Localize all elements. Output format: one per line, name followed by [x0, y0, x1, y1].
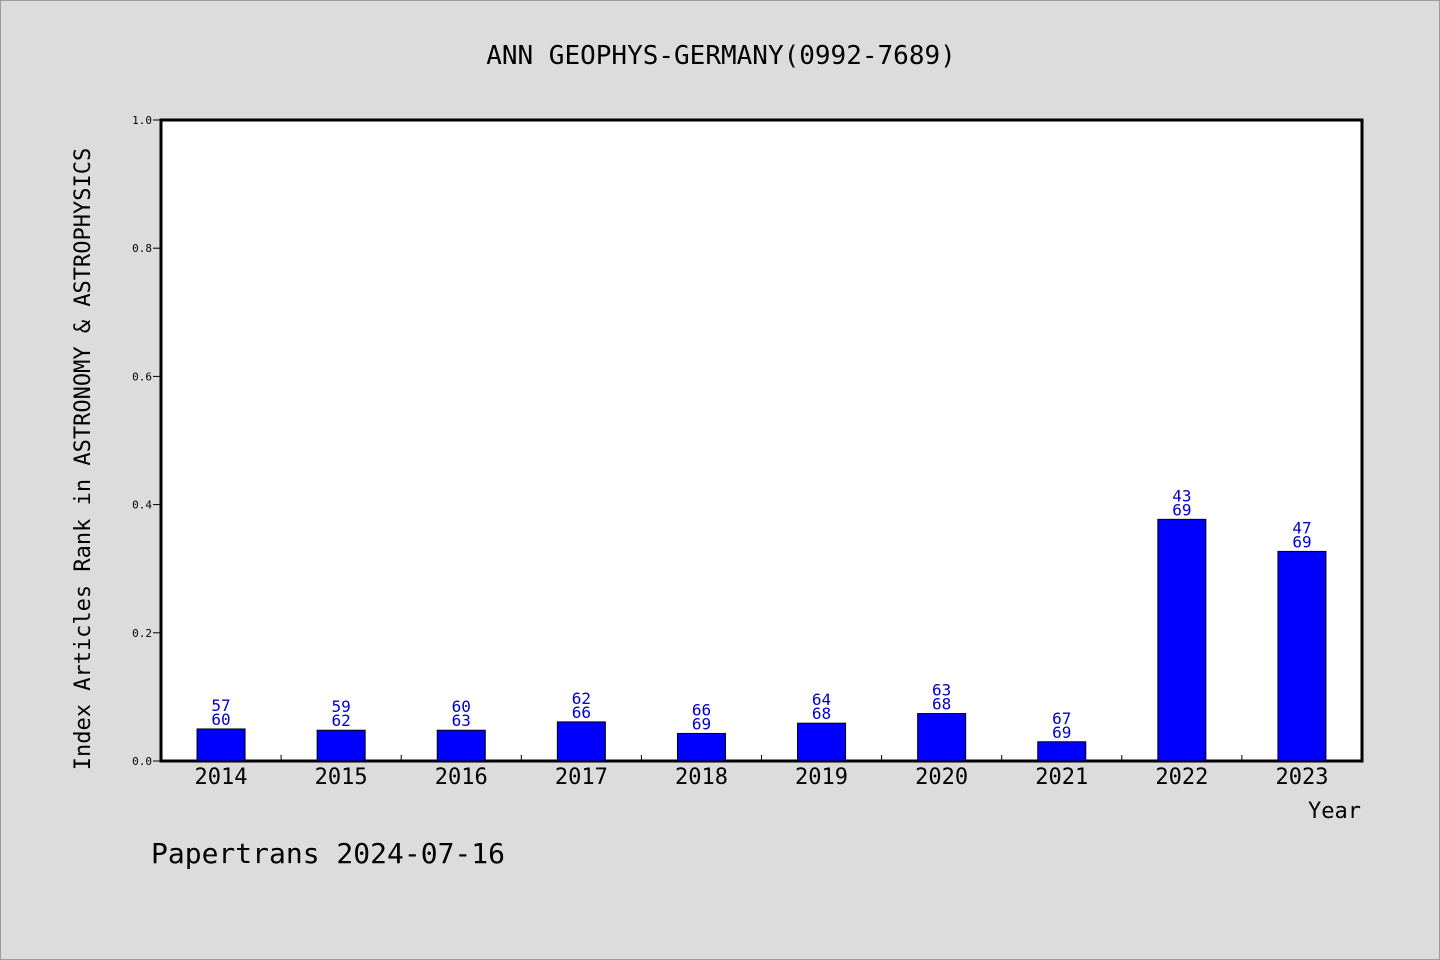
- bar-total-label: 69: [1292, 532, 1311, 551]
- bar-2017: [556, 721, 606, 762]
- bar-total-label: 62: [332, 711, 351, 730]
- bar-rank-label: 59: [332, 697, 351, 716]
- bar-rank-label: 62: [572, 689, 591, 708]
- x-tick-label: 2021: [1035, 765, 1088, 790]
- bar-2014: [196, 728, 246, 762]
- y-tick-label: 0.4: [132, 499, 152, 512]
- y-tick-label: 0.2: [132, 627, 152, 640]
- y-tick-label: 0.0: [132, 755, 152, 768]
- bar-rank-label: 67: [1052, 709, 1071, 728]
- bar-2021: [1037, 741, 1087, 762]
- x-tick-label: 2018: [675, 765, 728, 790]
- bar-rank-label: 64: [812, 690, 831, 709]
- y-tick-label: 0.8: [132, 242, 152, 255]
- bar-rank-label: 43: [1172, 486, 1191, 505]
- bar-2023: [1277, 550, 1327, 762]
- x-tick-label: 2020: [915, 765, 968, 790]
- bar-total-label: 69: [692, 714, 711, 733]
- chart-title: ANN GEOPHYS-GERMANY(0992-7689): [486, 41, 956, 71]
- bar-2018: [676, 732, 726, 762]
- bar-total-label: 63: [452, 711, 471, 730]
- y-axis-label: Index Articles Rank in ASTRONOMY & ASTRO…: [71, 148, 96, 771]
- bar-total-label: 60: [211, 710, 230, 729]
- bar-rank-label: 47: [1292, 518, 1311, 537]
- bar-2016: [436, 729, 486, 762]
- y-tick-label: 1.0: [132, 114, 152, 127]
- bar-2015: [316, 729, 366, 762]
- y-tick-label: 0.6: [132, 370, 152, 383]
- x-tick-label: 2022: [1155, 765, 1208, 790]
- bar-2020: [917, 713, 967, 762]
- x-tick-label: 2019: [795, 765, 848, 790]
- bar-2019: [797, 722, 847, 762]
- x-tick-label: 2014: [195, 765, 248, 790]
- bar-2022: [1157, 518, 1207, 762]
- x-tick-label: 2023: [1275, 765, 1328, 790]
- bar-total-label: 68: [932, 695, 951, 714]
- x-tick-label: 2016: [435, 765, 488, 790]
- bar-total-label: 66: [572, 703, 591, 722]
- bar-total-label: 69: [1172, 500, 1191, 519]
- x-tick-label: 2017: [555, 765, 608, 790]
- bar-rank-label: 60: [452, 697, 471, 716]
- x-tick-label: 2015: [315, 765, 368, 790]
- x-axis-label: Year: [1308, 799, 1361, 824]
- bar-total-label: 68: [812, 704, 831, 723]
- bar-total-label: 69: [1052, 723, 1071, 742]
- bar-rank-label: 57: [211, 696, 230, 715]
- bar-rank-label: 66: [692, 700, 711, 719]
- y-axis: 0.0 0.2 0.4 0.6 0.8 1.0: [132, 114, 161, 768]
- x-axis: 2014 2015 2016 2017 2018 2019 2020 2021 2022 2023: [195, 755, 1328, 790]
- bar-rank-label: 63: [932, 681, 951, 700]
- footer-credit: Papertrans 2024-07-16: [151, 837, 505, 870]
